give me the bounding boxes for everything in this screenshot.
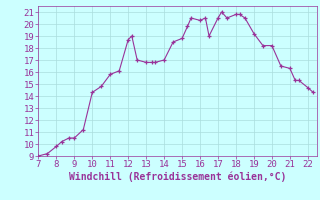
- X-axis label: Windchill (Refroidissement éolien,°C): Windchill (Refroidissement éolien,°C): [69, 172, 286, 182]
